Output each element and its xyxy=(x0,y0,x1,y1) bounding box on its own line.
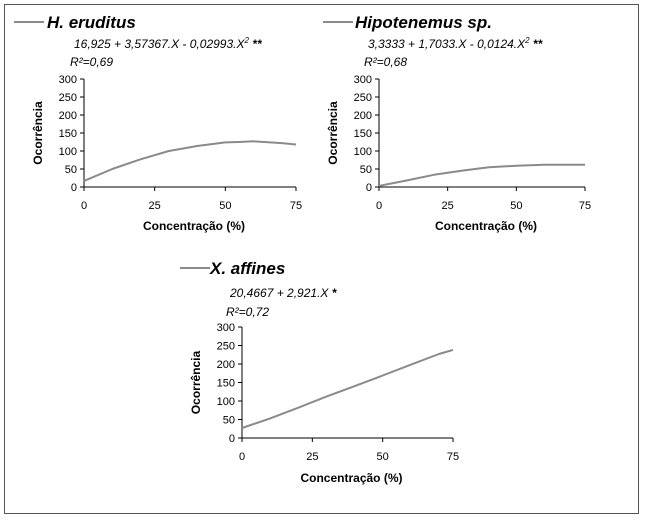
x-tick-label: 50 xyxy=(377,451,389,463)
y-tick-label: 0 xyxy=(366,182,372,194)
x-tick-label: 50 xyxy=(219,200,231,212)
x-tick-label: 75 xyxy=(447,451,459,463)
y-tick-label: 250 xyxy=(59,92,77,104)
x-axis-label: Concentração (%) xyxy=(435,219,537,233)
x-tick-label: 25 xyxy=(442,200,454,212)
y-tick-label: 250 xyxy=(217,341,235,353)
y-tick-label: 100 xyxy=(59,146,77,158)
significance-marker: ** xyxy=(249,37,263,51)
r-squared: R²=0,68 xyxy=(364,55,407,69)
x-tick-label: 0 xyxy=(376,200,382,212)
r-squared: R²=0,72 xyxy=(226,305,269,319)
y-tick-label: 0 xyxy=(71,182,77,194)
y-tick-label: 300 xyxy=(217,322,235,334)
y-axis-label: Ocorrência xyxy=(326,101,340,165)
legend-series-name: X. affines xyxy=(209,259,285,278)
significance-marker: * xyxy=(328,286,337,300)
chart-3: X. affines 20,4667 + 2,921.X * R²=0,72 0 50 1… xyxy=(180,259,459,485)
regression-equation: 16,925 + 3,57367.X - 0,02993.X2 ** xyxy=(74,36,263,51)
y-tick-label: 200 xyxy=(354,110,372,122)
x-tick-label: 25 xyxy=(149,200,161,212)
y-tick-label: 300 xyxy=(354,74,372,86)
y-tick-label: 100 xyxy=(217,396,235,408)
y-tick-label: 150 xyxy=(217,378,235,390)
y-axis-label: Ocorrência xyxy=(189,350,203,414)
r-squared: R²=0,69 xyxy=(70,55,113,69)
y-tick-label: 200 xyxy=(59,110,77,122)
x-axis-label: Concentração (%) xyxy=(143,219,245,233)
y-tick-label: 150 xyxy=(59,128,77,140)
x-tick-label: 0 xyxy=(81,200,87,212)
x-tick-label: 75 xyxy=(579,200,591,212)
legend-series-name: Hipotenemus sp. xyxy=(355,13,492,32)
chart-1: H. eruditus 16,925 + 3,57367.X - 0,02993.… xyxy=(14,13,302,233)
y-tick-label: 250 xyxy=(354,92,372,104)
series-line xyxy=(83,140,297,182)
y-tick-label: 50 xyxy=(360,164,372,176)
x-tick-label: 50 xyxy=(510,200,522,212)
y-tick-label: 300 xyxy=(59,74,77,86)
equation-exponent: 2 xyxy=(243,36,249,45)
x-tick-label: 75 xyxy=(290,200,302,212)
y-axis-label: Ocorrência xyxy=(31,101,45,165)
series-line xyxy=(378,163,585,187)
figure-frame xyxy=(4,4,639,514)
regression-equation: 20,4667 + 2,921.X * xyxy=(229,286,338,300)
x-tick-label: 25 xyxy=(306,451,318,463)
y-tick-label: 200 xyxy=(217,359,235,371)
equation-exponent: 2 xyxy=(524,36,530,45)
regression-equation: 3,3333 + 1,7033.X - 0,0124.X2 ** xyxy=(368,36,544,51)
x-tick-label: 0 xyxy=(239,451,245,463)
series-line xyxy=(241,348,454,429)
y-tick-label: 150 xyxy=(354,128,372,140)
chart-2: Hipotenemus sp. 3,3333 + 1,7033.X - 0,012… xyxy=(323,13,591,233)
x-axis-label: Concentração (%) xyxy=(300,471,402,485)
y-tick-label: 0 xyxy=(229,433,235,445)
y-tick-label: 50 xyxy=(65,164,77,176)
legend-series-name: H. eruditus xyxy=(47,13,136,32)
y-tick-label: 50 xyxy=(223,415,235,427)
significance-marker: ** xyxy=(530,37,544,51)
y-tick-label: 100 xyxy=(354,146,372,158)
